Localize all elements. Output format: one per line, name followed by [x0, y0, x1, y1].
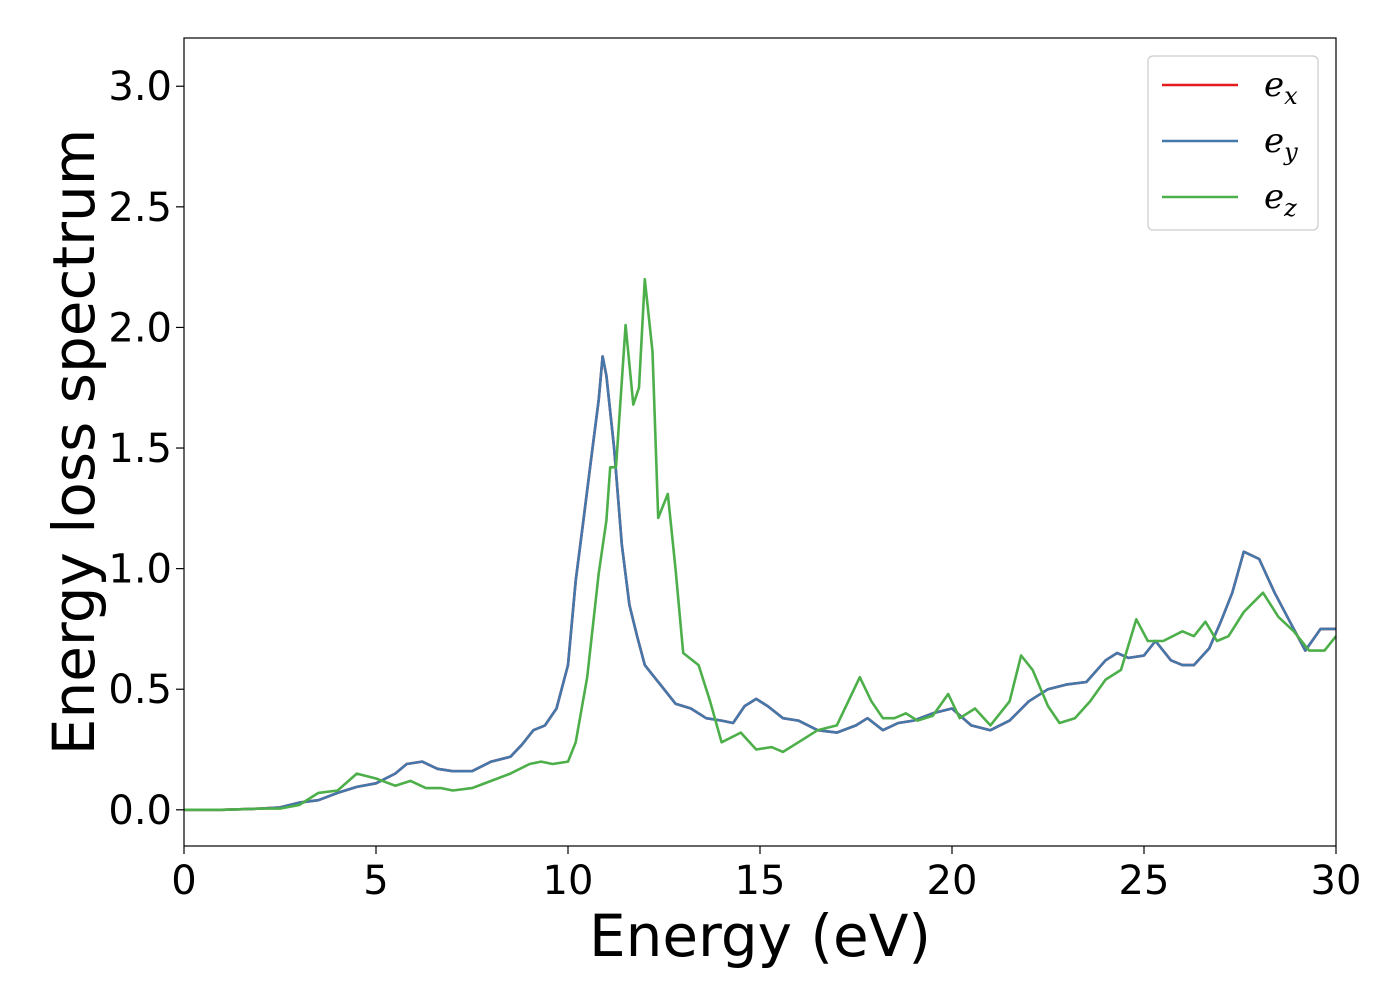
series-line-e_x — [184, 355, 1336, 812]
series-layer — [184, 277, 1338, 812]
y-tick-label: 2.5 — [108, 185, 172, 231]
legend-label-base: e — [1264, 65, 1284, 105]
x-tick-label: 25 — [1119, 858, 1170, 904]
series-line-e_z — [184, 277, 1338, 812]
x-tick-label: 5 — [363, 858, 388, 904]
y-axis-label: Energy loss spectrum — [40, 129, 108, 755]
y-tick-label: 0.5 — [108, 667, 172, 713]
legend-label-subscript: x — [1284, 82, 1298, 110]
x-tick-label: 20 — [927, 858, 978, 904]
y-tick-label: 3.0 — [108, 64, 172, 110]
x-tick-label: 10 — [543, 858, 594, 904]
plot-frame — [183, 37, 1337, 847]
y-tick-label: 1.0 — [108, 547, 172, 593]
x-tick-label: 15 — [735, 858, 786, 904]
x-axis-label: Energy (eV) — [589, 902, 931, 970]
legend-label-subscript: z — [1283, 194, 1297, 222]
legend-label-base: e — [1264, 121, 1284, 161]
y-tick-label: 1.5 — [108, 426, 172, 472]
x-tick-label: 30 — [1311, 858, 1362, 904]
y-tick-label: 2.0 — [108, 305, 172, 351]
legend-label-base: e — [1264, 177, 1284, 217]
legend-box — [1147, 55, 1319, 231]
legend-label-e_x: ex — [1264, 65, 1298, 110]
x-tick-label: 0 — [171, 858, 196, 904]
series-line-e_y — [184, 355, 1336, 812]
y-tick-label: 0.0 — [108, 788, 172, 834]
tick-layer: 0 5 10 15 20 25 30 0.0 0.5 1.0 1.5 2.0 2.5 3.0 — [108, 64, 1361, 904]
legend-label-e_y: ey — [1264, 121, 1298, 166]
legend-label-e_z: ez — [1264, 177, 1297, 222]
legend-label-subscript: y — [1283, 138, 1298, 166]
